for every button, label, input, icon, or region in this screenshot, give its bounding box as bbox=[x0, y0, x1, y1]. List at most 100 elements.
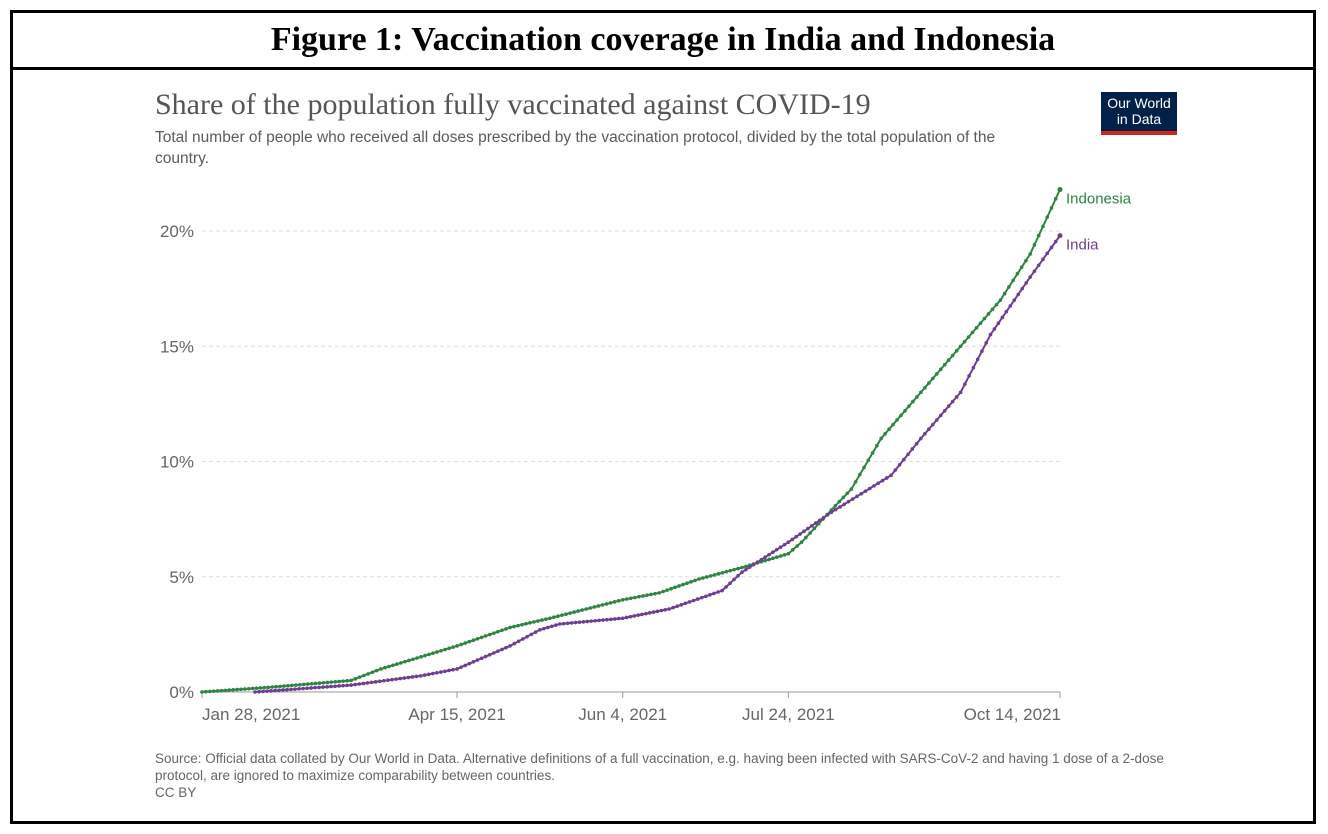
data-point bbox=[550, 624, 554, 629]
data-point bbox=[1007, 285, 1011, 289]
data-point bbox=[508, 644, 512, 648]
data-point bbox=[693, 578, 697, 583]
data-point bbox=[423, 653, 427, 658]
data-point bbox=[998, 298, 1003, 302]
data-point bbox=[439, 648, 443, 653]
x-tick-label: Oct 14, 2021 bbox=[964, 705, 1061, 724]
owid-logo[interactable]: Our World in Data bbox=[1101, 92, 1177, 135]
data-point bbox=[927, 427, 931, 432]
data-point bbox=[536, 619, 540, 623]
data-point bbox=[443, 647, 447, 652]
data-point bbox=[990, 307, 995, 312]
data-point bbox=[872, 484, 876, 488]
data-point bbox=[548, 616, 552, 621]
data-point bbox=[837, 499, 842, 504]
data-point bbox=[954, 395, 959, 399]
data-point bbox=[1002, 291, 1007, 296]
data-point bbox=[755, 560, 760, 564]
data-point bbox=[269, 689, 273, 693]
data-point bbox=[910, 447, 915, 451]
data-point bbox=[897, 462, 902, 467]
data-point bbox=[471, 660, 476, 664]
data-point bbox=[902, 457, 906, 462]
data-point bbox=[265, 689, 269, 693]
data-point bbox=[724, 585, 728, 589]
data-point bbox=[345, 679, 349, 683]
data-point bbox=[298, 682, 302, 687]
data-point bbox=[640, 612, 644, 617]
data-point bbox=[608, 601, 613, 605]
data-point bbox=[270, 685, 274, 689]
data-point bbox=[712, 591, 716, 596]
data-point bbox=[524, 621, 528, 626]
data-point bbox=[309, 681, 314, 686]
data-point bbox=[560, 613, 564, 617]
data-point bbox=[992, 327, 997, 331]
data-point bbox=[899, 413, 903, 418]
data-point bbox=[529, 632, 534, 637]
data-point bbox=[604, 602, 609, 606]
data-point bbox=[740, 565, 744, 570]
data-point bbox=[804, 535, 808, 540]
data-point bbox=[1053, 239, 1058, 244]
data-point bbox=[849, 487, 854, 491]
data-point bbox=[975, 357, 980, 362]
data-point bbox=[866, 458, 871, 462]
data-point bbox=[407, 658, 411, 663]
data-point bbox=[883, 432, 887, 436]
data-point bbox=[927, 381, 931, 385]
data-point bbox=[974, 326, 979, 330]
data-point bbox=[653, 591, 657, 596]
data-point bbox=[525, 634, 529, 639]
data-point bbox=[313, 681, 318, 686]
data-point bbox=[301, 682, 306, 687]
data-point bbox=[337, 679, 342, 684]
data-point bbox=[377, 679, 382, 684]
data-point bbox=[636, 613, 640, 617]
data-point bbox=[333, 684, 337, 689]
data-point bbox=[382, 678, 386, 683]
data-point bbox=[967, 374, 971, 378]
data-point bbox=[661, 589, 665, 594]
data-point bbox=[487, 652, 492, 657]
data-point bbox=[1004, 309, 1009, 314]
data-point bbox=[1053, 196, 1058, 201]
data-point bbox=[487, 632, 492, 637]
data-point bbox=[616, 599, 621, 603]
data-point bbox=[447, 668, 451, 673]
data-point bbox=[262, 685, 267, 690]
data-point bbox=[980, 349, 984, 353]
data-point bbox=[681, 582, 685, 587]
x-tick-label: Jun 4, 2021 bbox=[578, 705, 667, 724]
data-point bbox=[383, 665, 387, 670]
data-point bbox=[887, 427, 891, 432]
data-point bbox=[467, 661, 472, 666]
data-point bbox=[258, 686, 263, 690]
data-point bbox=[231, 688, 235, 692]
data-point bbox=[767, 557, 771, 562]
x-tick-label: Jul 24, 2021 bbox=[742, 705, 835, 724]
data-point bbox=[1015, 272, 1020, 276]
data-point bbox=[289, 687, 293, 692]
data-point bbox=[475, 637, 480, 641]
data-point bbox=[601, 618, 605, 622]
data-point bbox=[810, 524, 814, 528]
data-point bbox=[357, 675, 362, 679]
data-point bbox=[451, 645, 455, 649]
data-point bbox=[520, 622, 524, 627]
data-point bbox=[554, 623, 558, 627]
data-point bbox=[782, 542, 787, 547]
data-point bbox=[294, 683, 298, 687]
data-point bbox=[516, 623, 520, 628]
data-point bbox=[253, 690, 257, 694]
data-point bbox=[624, 615, 629, 620]
data-point bbox=[277, 688, 281, 693]
data-point bbox=[398, 676, 402, 681]
data-point bbox=[876, 481, 881, 486]
data-point bbox=[858, 472, 862, 477]
data-point bbox=[422, 673, 427, 677]
data-point bbox=[500, 647, 504, 652]
data-point bbox=[399, 661, 403, 665]
data-point bbox=[665, 588, 669, 592]
data-point bbox=[880, 478, 885, 483]
